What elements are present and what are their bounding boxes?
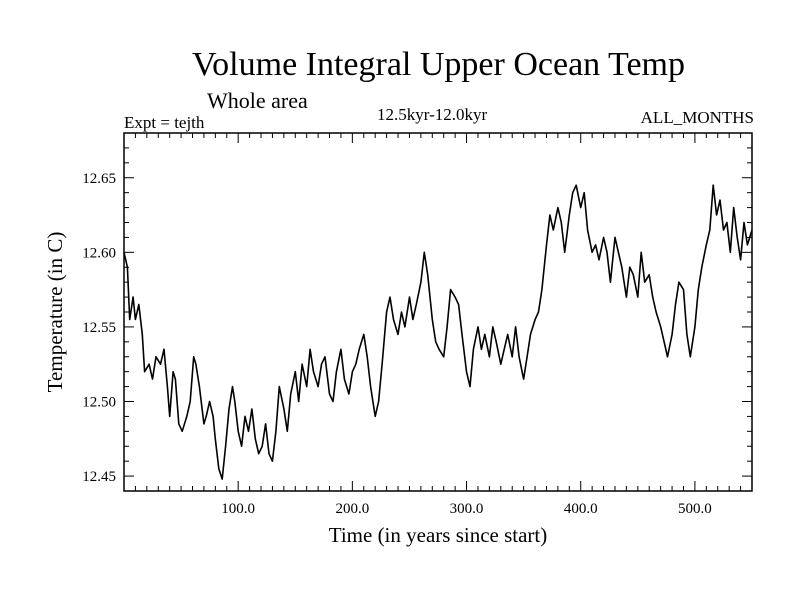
- chart-subtitle: Whole area: [207, 88, 308, 113]
- y-tick-label: 12.50: [82, 395, 116, 411]
- y-axis-ticks: 12.45 12.50 12.55 12.60 12.65: [82, 147, 752, 485]
- x-tick-label: 100.0: [221, 501, 255, 517]
- x-tick-label: 200.0: [335, 501, 369, 517]
- period-label: 12.5kyr-12.0kyr: [377, 105, 488, 124]
- experiment-label: Expt = tejth: [124, 113, 205, 132]
- x-axis-label: Time (in years since start): [329, 523, 548, 547]
- y-tick-label: 12.45: [82, 469, 116, 485]
- x-tick-label: 500.0: [678, 501, 712, 517]
- x-tick-label: 300.0: [450, 501, 484, 517]
- x-axis-ticks: 100.0 200.0 300.0 400.0 500.0: [134, 133, 742, 517]
- months-label: ALL_MONTHS: [640, 108, 754, 127]
- y-axis-label: Temperature (in C): [43, 232, 67, 393]
- y-tick-label: 12.65: [82, 171, 116, 187]
- plot-frame: [123, 132, 753, 492]
- y-tick-label: 12.55: [82, 320, 116, 336]
- series-line: [123, 184, 753, 480]
- chart-title: Volume Integral Upper Ocean Temp: [192, 46, 685, 83]
- x-tick-label: 400.0: [564, 501, 598, 517]
- y-tick-label: 12.60: [82, 245, 116, 261]
